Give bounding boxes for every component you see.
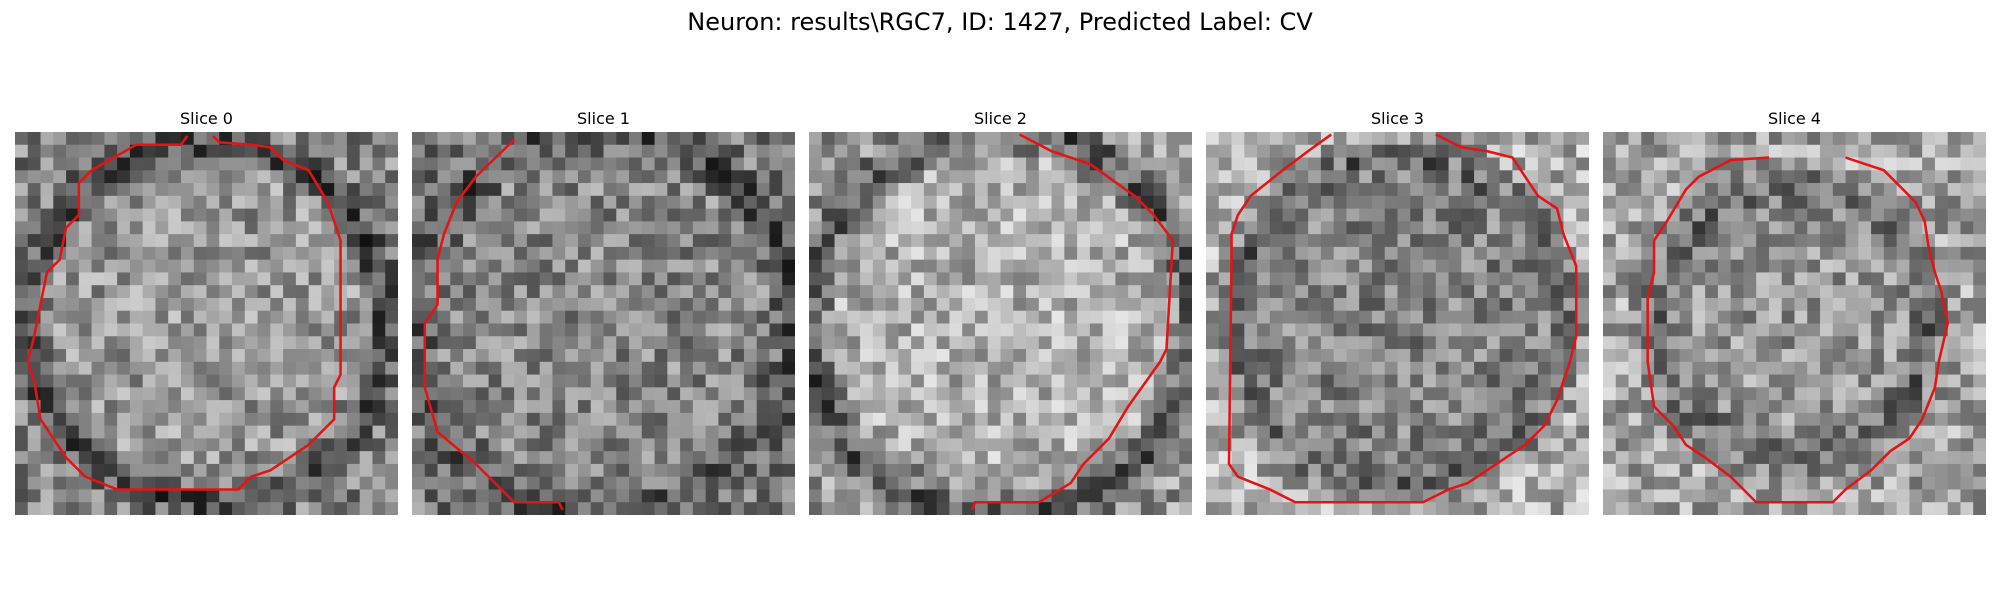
slice-image-2 (809, 132, 1192, 515)
slice-title: Slice 4 (1768, 109, 1821, 128)
segmentation-contour (971, 133, 1175, 511)
slice-title: Slice 1 (577, 109, 630, 128)
slice-panel-2: Slice 2 (809, 106, 1192, 515)
pixel-grid (1206, 132, 1589, 515)
slice-image-0 (15, 132, 398, 515)
slice-title: Slice 0 (180, 109, 233, 128)
slice-title: Slice 2 (974, 109, 1027, 128)
figure-title: Neuron: results\RGC7, ID: 1427, Predicte… (687, 8, 1313, 36)
slice-image-4 (1603, 132, 1986, 515)
slice-image-3 (1206, 132, 1589, 515)
pixel-grid (412, 132, 795, 515)
segmentation-contour (1227, 133, 1578, 504)
segmentation-contour (1646, 156, 1950, 504)
segmentation-contour (423, 138, 564, 511)
pixel-grid (809, 132, 1192, 515)
pixel-grid (1603, 132, 1986, 515)
segmentation-contour (26, 134, 342, 491)
slice-panel-3: Slice 3 (1206, 106, 1589, 515)
slice-title: Slice 3 (1371, 109, 1424, 128)
slice-panel-0: Slice 0 (15, 106, 398, 515)
slice-image-1 (412, 132, 795, 515)
slice-panel-1: Slice 1 (412, 106, 795, 515)
slice-panel-4: Slice 4 (1603, 106, 1986, 515)
